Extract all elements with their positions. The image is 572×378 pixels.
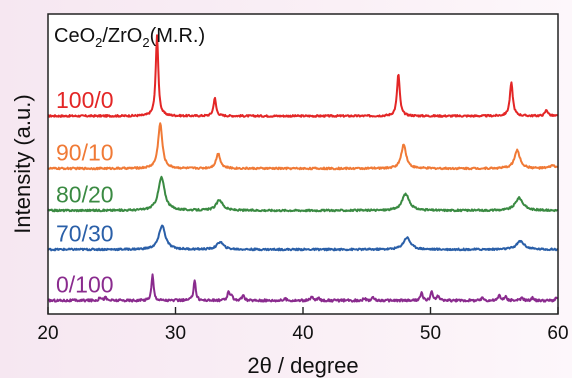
chart-title: CeO2/ZrO2(M.R.) xyxy=(54,25,205,50)
series-labels: 100/0 90/10 80/20 70/30 0/100 xyxy=(56,87,114,298)
x-tick-label: 30 xyxy=(165,323,186,344)
plot-area xyxy=(48,14,558,314)
y-axis-title: Intensity (a.u.) xyxy=(10,94,35,233)
x-axis-title: 2θ / degree xyxy=(247,353,358,378)
series-label-70-30: 70/30 xyxy=(56,221,114,247)
series-label-100-0: 100/0 xyxy=(56,87,114,113)
x-tick-label: 20 xyxy=(37,323,58,344)
series-line-0-100 xyxy=(47,273,559,303)
series-line-70-30 xyxy=(47,224,559,252)
x-axis-tick-labels: 20 30 40 50 60 xyxy=(37,323,568,344)
x-axis-ticks xyxy=(47,307,559,314)
series-label-90-10: 90/10 xyxy=(56,140,114,166)
x-tick-label: 50 xyxy=(420,323,441,344)
x-tick-label: 60 xyxy=(547,323,568,344)
series-line-90-10 xyxy=(47,122,559,171)
series-lines xyxy=(47,34,559,303)
x-tick-label: 40 xyxy=(292,323,313,344)
series-line-100-0 xyxy=(47,34,559,118)
series-label-0-100: 0/100 xyxy=(56,272,114,298)
series-label-80-20: 80/20 xyxy=(56,182,114,208)
series-line-80-20 xyxy=(47,175,559,213)
